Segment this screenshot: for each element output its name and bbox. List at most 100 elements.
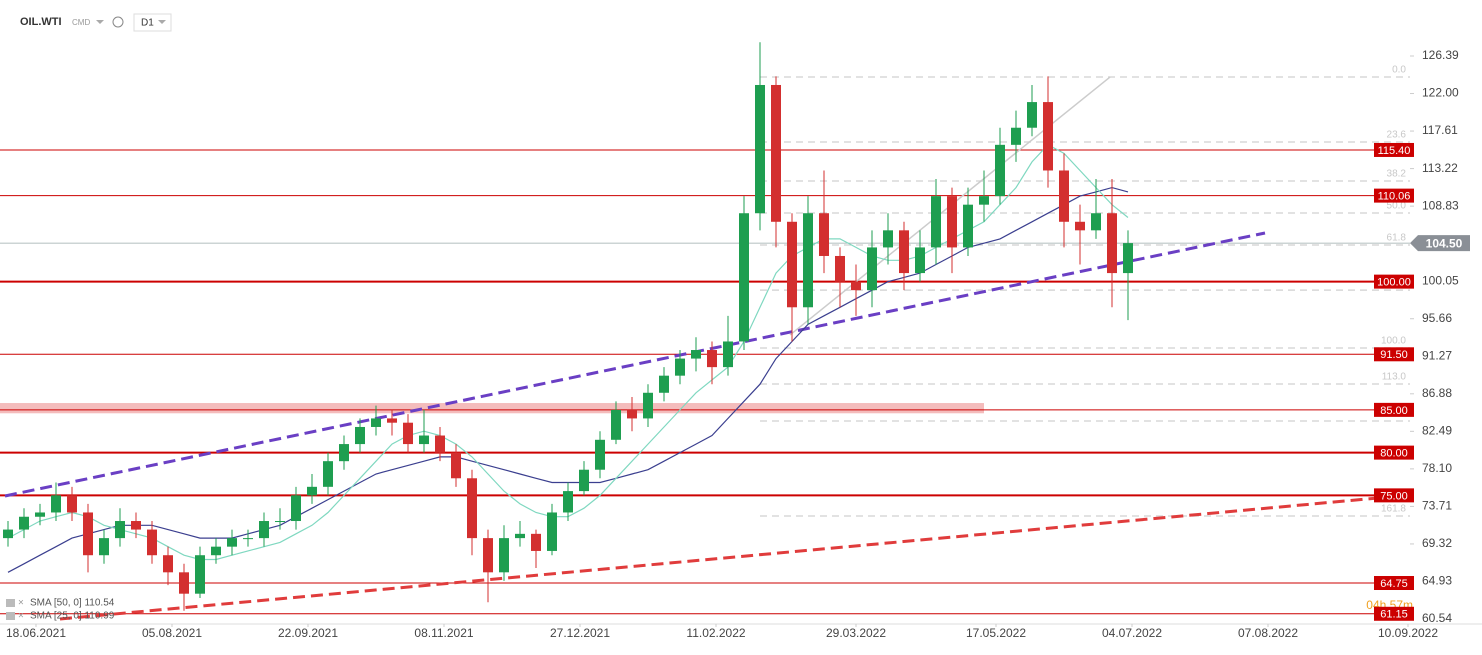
candle-body: [419, 435, 429, 445]
level-label: 115.40: [1378, 145, 1411, 157]
zone: [0, 403, 984, 414]
legend-swatch: [6, 599, 15, 607]
legend-close: ×: [18, 611, 24, 622]
y-tick-label: 117.61: [1422, 123, 1458, 137]
dropdown-icon: [158, 20, 166, 24]
interval: D1: [141, 18, 154, 29]
level-label-bg: [1374, 142, 1414, 157]
fib-label: 50.0: [1387, 201, 1407, 212]
interval-select[interactable]: [133, 13, 172, 32]
y-tick-label: 100.05: [1422, 273, 1459, 287]
candle-body: [275, 521, 285, 523]
fib-label: 113.0: [1382, 372, 1407, 383]
x-tick-label: 17.05.2022: [966, 626, 1026, 640]
candle-body: [131, 521, 141, 530]
y-tick-label: 73.71: [1422, 499, 1452, 513]
candle-body: [947, 196, 957, 248]
x-tick-label: 18.06.2021: [6, 626, 66, 640]
candle-body: [163, 555, 173, 573]
candle-body: [691, 350, 701, 359]
candle-body: [611, 409, 621, 440]
level-label: 91.50: [1380, 349, 1408, 361]
candle-body: [227, 538, 237, 547]
candle-body: [803, 213, 813, 308]
candle-body: [403, 422, 413, 445]
candle-body: [1011, 127, 1021, 145]
symbol: OIL.WTI: [20, 16, 62, 28]
candle-body: [675, 358, 685, 376]
level-label-bg: [1374, 347, 1414, 362]
legend-entry: SMA [25, 0] 110.99: [30, 611, 115, 622]
level-label: 100.00: [1377, 277, 1411, 289]
candle-body: [115, 521, 125, 539]
candle-body: [1123, 243, 1133, 274]
x-tick-label: 22.09.2021: [278, 626, 338, 640]
candle-body: [627, 409, 637, 419]
candle-body: [883, 230, 893, 248]
candle-body: [963, 204, 973, 248]
sma-line: [7, 186, 1129, 573]
candle-body: [307, 486, 317, 496]
fib-label: 23.6: [1387, 130, 1407, 141]
dropdown-icon[interactable]: [96, 20, 104, 24]
candle-body: [547, 512, 557, 551]
current-price-bg: [1410, 235, 1470, 252]
current-price-label: 104.50: [1426, 236, 1463, 250]
candle-body: [867, 247, 877, 291]
candle-body: [563, 491, 573, 513]
candle-body: [179, 572, 189, 594]
level-label: 85.00: [1380, 405, 1408, 417]
y-tick-label: 69.32: [1422, 536, 1452, 550]
y-tick-label: 95.66: [1422, 311, 1452, 325]
candle-body: [1091, 213, 1101, 231]
fib-label: 38.2: [1387, 169, 1407, 180]
candle-body: [467, 478, 477, 539]
candle-body: [147, 529, 157, 556]
candle-body: [1027, 102, 1037, 128]
candle-body: [259, 521, 269, 539]
y-tick-label: 108.83: [1422, 198, 1459, 212]
candle-body: [339, 444, 349, 462]
candle-body: [1107, 213, 1117, 274]
fib-label: 100.0: [1381, 336, 1406, 347]
candle-body: [387, 418, 397, 423]
level-label-bg: [1374, 445, 1414, 460]
candle-body: [787, 221, 797, 308]
candle-body: [435, 435, 445, 453]
legend-entry: SMA [50, 0] 110.54: [30, 598, 115, 609]
candle-body: [595, 439, 605, 470]
level-label-bg: [1374, 488, 1414, 503]
x-tick-label: 27.12.2021: [550, 626, 610, 640]
x-tick-label: 10.09.2022: [1378, 626, 1438, 640]
candle-body: [755, 84, 765, 214]
y-tick-label: 82.49: [1422, 424, 1452, 438]
candle-body: [579, 469, 589, 492]
info-icon[interactable]: [112, 16, 124, 28]
candle-body: [995, 144, 1005, 197]
candle-body: [851, 281, 861, 291]
candle-body: [243, 538, 253, 540]
candle-body: [83, 512, 93, 556]
y-tick-label: 126.39: [1422, 48, 1459, 62]
candle-body: [35, 512, 45, 517]
level-label-bg: [1374, 274, 1414, 289]
market: CMD: [72, 18, 90, 27]
candle-body: [899, 230, 909, 274]
candle-body: [707, 350, 717, 368]
x-tick-label: 11.02.2022: [686, 626, 745, 640]
fib-label: 161.8: [1381, 504, 1406, 515]
candle-body: [515, 533, 525, 539]
level-label: 64.75: [1380, 578, 1408, 590]
candle-body: [979, 196, 989, 205]
fib-label: 0.0: [1392, 65, 1406, 76]
candle-body: [1043, 102, 1053, 171]
candle-body: [1075, 221, 1085, 231]
x-tick-label: 29.03.2022: [826, 626, 886, 640]
candle-body: [195, 555, 205, 594]
candle-body: [659, 375, 669, 393]
level-label: 80.00: [1380, 448, 1408, 460]
candle-body: [99, 538, 109, 556]
legend-close: ×: [18, 598, 24, 609]
level-label-bg: [1374, 576, 1414, 591]
candle-body: [211, 546, 221, 556]
